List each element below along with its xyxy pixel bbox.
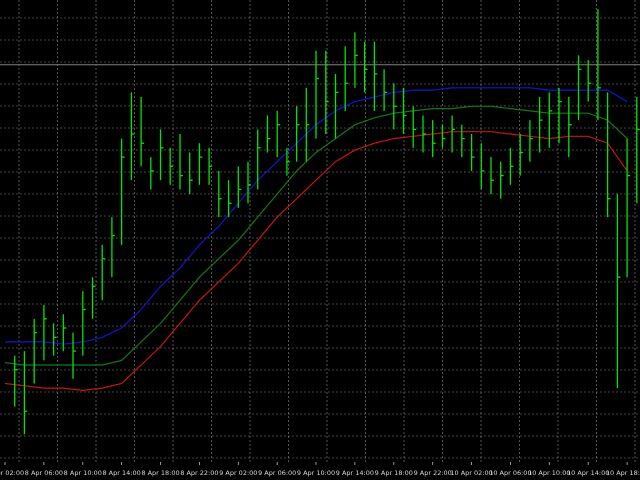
x-tick-label: 9 Apr 10:00 xyxy=(297,469,335,477)
price-bar xyxy=(276,110,281,158)
price-bar xyxy=(179,134,183,190)
price-bar xyxy=(189,152,193,194)
x-tick-label: 9 Apr 14:00 xyxy=(336,469,374,477)
price-bar xyxy=(72,332,76,379)
price-bar xyxy=(373,41,378,111)
price-bar xyxy=(334,73,339,139)
price-bar xyxy=(441,124,446,148)
x-tick-label: 8 Apr 18:00 xyxy=(141,469,179,477)
x-tick-label: 10 Apr 02:00 xyxy=(450,469,492,477)
price-bar xyxy=(490,157,494,194)
price-bar xyxy=(568,97,572,158)
price-bar xyxy=(577,55,582,121)
price-bar xyxy=(227,180,232,218)
price-bar xyxy=(597,9,601,121)
price-bar xyxy=(169,147,174,185)
price-bar xyxy=(52,323,57,356)
price-bar xyxy=(43,304,47,361)
price-bar xyxy=(237,166,242,208)
price-bar xyxy=(402,87,407,134)
price-bar xyxy=(266,115,271,153)
x-tick-label: 8 Apr 06:00 xyxy=(25,469,63,477)
price-bar xyxy=(636,97,640,204)
x-tick-label: 8 Apr 14:00 xyxy=(102,469,140,477)
x-tick-label: 9 Apr 06:00 xyxy=(258,469,296,477)
price-bar xyxy=(14,355,18,407)
price-bar xyxy=(548,92,553,148)
price-bar xyxy=(120,138,125,245)
x-tick-label: 10 Apr 10:00 xyxy=(528,469,570,477)
price-bar xyxy=(325,50,329,134)
price-bar xyxy=(412,106,417,148)
price-bar xyxy=(208,147,213,185)
price-bars xyxy=(14,9,640,435)
price-bar xyxy=(616,194,621,389)
price-bar xyxy=(606,92,611,218)
price-bar xyxy=(198,143,203,185)
price-bar xyxy=(363,41,368,93)
time-axis: 8 Apr 02:008 Apr 06:008 Apr 10:008 Apr 1… xyxy=(0,462,640,477)
price-bar xyxy=(247,161,251,204)
price-bar xyxy=(393,83,397,130)
price-bar xyxy=(509,147,514,185)
price-bar xyxy=(150,157,154,190)
chart-grid xyxy=(0,0,640,462)
price-bar xyxy=(130,92,135,181)
price-bar xyxy=(91,277,96,319)
price-bar xyxy=(383,69,388,111)
price-bar xyxy=(432,120,436,158)
price-bar xyxy=(500,161,504,199)
x-tick-label: 9 Apr 18:00 xyxy=(375,469,413,477)
indicator-line-2 xyxy=(4,105,628,366)
x-tick-label: 10 Apr 18:00 xyxy=(606,469,640,477)
x-tick-label: 8 Apr 22:00 xyxy=(180,469,218,477)
price-bar xyxy=(461,124,465,158)
price-bar xyxy=(82,291,86,356)
price-bar xyxy=(315,50,319,139)
price-bar xyxy=(354,32,358,88)
price-bar xyxy=(295,106,300,162)
price-bar xyxy=(519,134,524,176)
price-bar xyxy=(587,60,592,102)
x-tick-label: 9 Apr 02:00 xyxy=(219,469,257,477)
price-bar xyxy=(626,138,631,278)
price-bar xyxy=(101,244,106,301)
price-bar xyxy=(422,115,426,153)
price-bar xyxy=(140,97,145,167)
indicator-line-3 xyxy=(4,131,628,392)
price-bar xyxy=(480,143,485,190)
price-bar xyxy=(470,134,475,171)
x-tick-label: 10 Apr 14:00 xyxy=(567,469,609,477)
price-bar xyxy=(218,170,222,218)
price-bar xyxy=(33,318,38,384)
price-bar xyxy=(538,97,543,153)
price-bar xyxy=(23,351,28,435)
price-bar xyxy=(451,115,456,153)
price-bar xyxy=(558,87,562,144)
x-tick-label: 8 Apr 02:00 xyxy=(0,469,24,477)
price-bar xyxy=(159,129,164,181)
x-tick-label: 9 Apr 22:00 xyxy=(414,469,452,477)
x-tick-label: 8 Apr 10:00 xyxy=(64,469,102,477)
x-tick-label: 10 Apr 06:00 xyxy=(489,469,531,477)
price-bar xyxy=(286,147,290,176)
price-bar xyxy=(111,217,115,278)
price-bar xyxy=(257,129,261,190)
price-bar xyxy=(529,120,533,162)
price-bar xyxy=(344,46,349,111)
price-bar xyxy=(305,87,310,162)
price-bar xyxy=(62,314,67,352)
